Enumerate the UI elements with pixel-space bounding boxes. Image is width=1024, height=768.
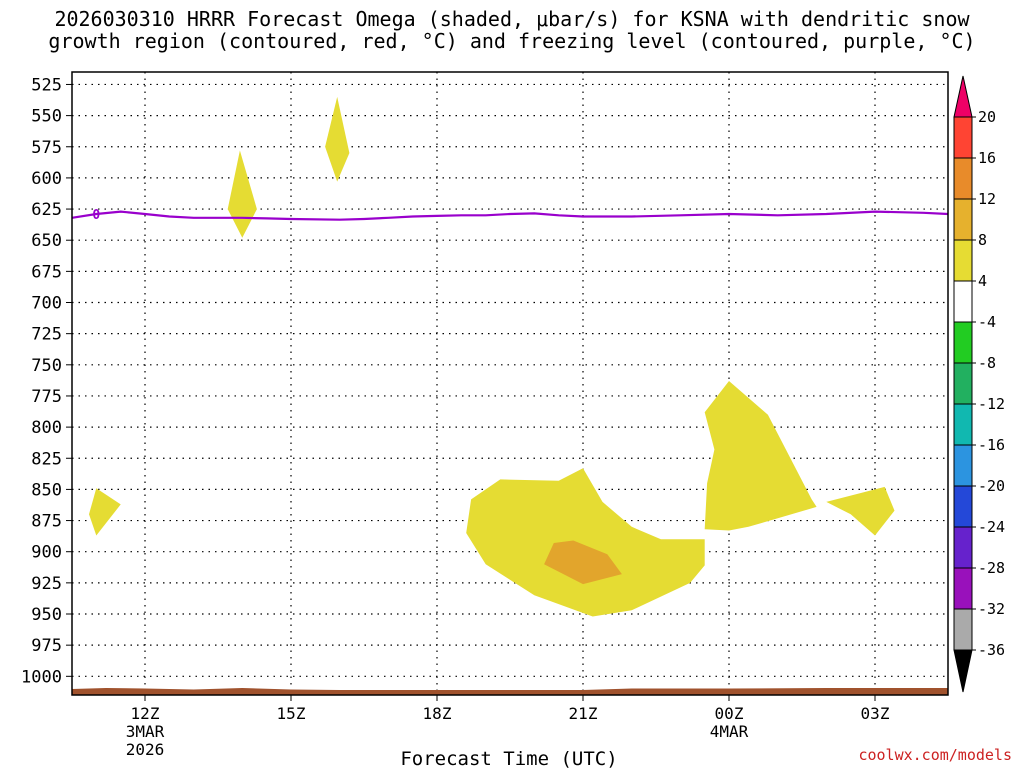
y-tick-label-600: 600	[31, 169, 62, 189]
chart-title-line-1: 2026030310 HRRR Forecast Omega (shaded, …	[54, 7, 970, 31]
x-tick-date-00Z: 4MAR	[710, 722, 749, 741]
y-tick-label-925: 925	[31, 574, 62, 594]
y-tick-label-900: 900	[31, 543, 62, 563]
omega-region-3	[325, 96, 350, 182]
y-tick-label-825: 825	[31, 449, 62, 469]
colorbar-segment-8	[953, 403, 973, 446]
colorbar-label-4: 8	[978, 231, 987, 249]
colorbar-label-1: 20	[978, 108, 996, 126]
chart-title: 2026030310 HRRR Forecast Omega (shaded, …	[0, 8, 1024, 52]
colorbar-label-8: -12	[978, 395, 1005, 413]
colorbar-segment-4	[953, 239, 973, 282]
y-tick-label-750: 750	[31, 356, 62, 376]
colorbar-segment-11	[953, 526, 973, 569]
colorbar-label-5: 4	[978, 272, 987, 290]
x-tick-label-18Z: 18Z	[423, 704, 452, 723]
x-axis-title: Forecast Time (UTC)	[400, 748, 617, 768]
colorbar-label-6: -4	[978, 313, 996, 331]
plot-border	[71, 71, 949, 696]
y-tick-label-950: 950	[31, 605, 62, 625]
x-tick-label-12Z: 12Z	[131, 704, 160, 723]
colorbar-label-3: 12	[978, 190, 996, 208]
y-tick-label-525: 525	[31, 75, 62, 95]
colorbar-bottom-arrow	[953, 649, 973, 693]
colorbar-segment-3	[953, 198, 973, 241]
y-axis: 525 550 575 600 625 650 675 700 725 750 775 800 825 8…	[21, 75, 72, 687]
omega-region-4	[466, 468, 705, 617]
x-tick-date-12Z: 3MAR	[126, 722, 165, 741]
omega-region-1	[89, 488, 121, 536]
colorbar-label-12: -28	[978, 559, 1005, 577]
x-tick-label-00Z: 00Z	[715, 704, 744, 723]
y-tick-label-675: 675	[31, 262, 62, 282]
omega-region-6	[704, 381, 817, 531]
x-tick-label-21Z: 21Z	[569, 704, 598, 723]
colorbar-segment-10	[953, 485, 973, 528]
y-tick-label-725: 725	[31, 325, 62, 345]
y-tick-label-850: 850	[31, 480, 62, 500]
omega-region-2	[227, 150, 257, 238]
freezing-level-line	[71, 210, 949, 221]
terrain-fill	[72, 688, 948, 695]
chart-title-line-2: growth region (contoured, red, °C) and f…	[48, 29, 976, 53]
colorbar-label-13: -32	[978, 600, 1005, 618]
colorbar-label-2: 16	[978, 149, 996, 167]
colorbar-segment-9	[953, 444, 973, 487]
x-tick-year-12Z: 2026	[126, 740, 165, 759]
colorbar-label-14: -36	[978, 641, 1005, 659]
y-tick-label-575: 575	[31, 138, 62, 158]
colorbar-segment-7	[953, 362, 973, 405]
plot-frame	[71, 71, 949, 696]
colorbar-top-arrow	[953, 75, 973, 118]
y-tick-label-975: 975	[31, 636, 62, 656]
y-tick-label-1000: 1000	[21, 667, 62, 687]
y-tick-label-625: 625	[31, 200, 62, 220]
x-tick-label-15Z: 15Z	[277, 704, 306, 723]
terrain-strip	[72, 688, 948, 695]
colorbar-segment-5	[953, 280, 973, 323]
y-tick-label-800: 800	[31, 418, 62, 438]
colorbar-label-11: -24	[978, 518, 1005, 536]
colorbar-segment-2	[953, 157, 973, 200]
y-tick-label-775: 775	[31, 387, 62, 407]
freezing-level-label: 0	[92, 208, 100, 223]
plot-background	[72, 72, 948, 695]
colorbar-label-9: -16	[978, 436, 1005, 454]
y-tick-label-875: 875	[31, 512, 62, 532]
omega-shaded-regions	[89, 96, 895, 617]
colorbar-segment-12	[953, 567, 973, 610]
plot-area	[72, 72, 948, 695]
freezing-level-contour: 0	[71, 208, 949, 223]
y-tick-label-550: 550	[31, 107, 62, 127]
colorbar-label-7: -8	[978, 354, 996, 372]
credit-text: coolwx.com/models	[858, 746, 1012, 764]
omega-region-5	[544, 540, 622, 585]
y-tick-label-650: 650	[31, 231, 62, 251]
colorbar-segment-1	[953, 116, 973, 159]
colorbar-segment-6	[953, 321, 973, 364]
y-tick-label-700: 700	[31, 294, 62, 314]
colorbar-segment-13	[953, 608, 973, 651]
x-tick-label-03Z: 03Z	[861, 704, 890, 723]
colorbar-label-10: -20	[978, 477, 1005, 495]
omega-region-7	[826, 486, 895, 536]
colorbar: 20 16 12 8 4 -4 -8 -12 -16 -20 -24 -28 -32 -36	[953, 75, 1005, 693]
